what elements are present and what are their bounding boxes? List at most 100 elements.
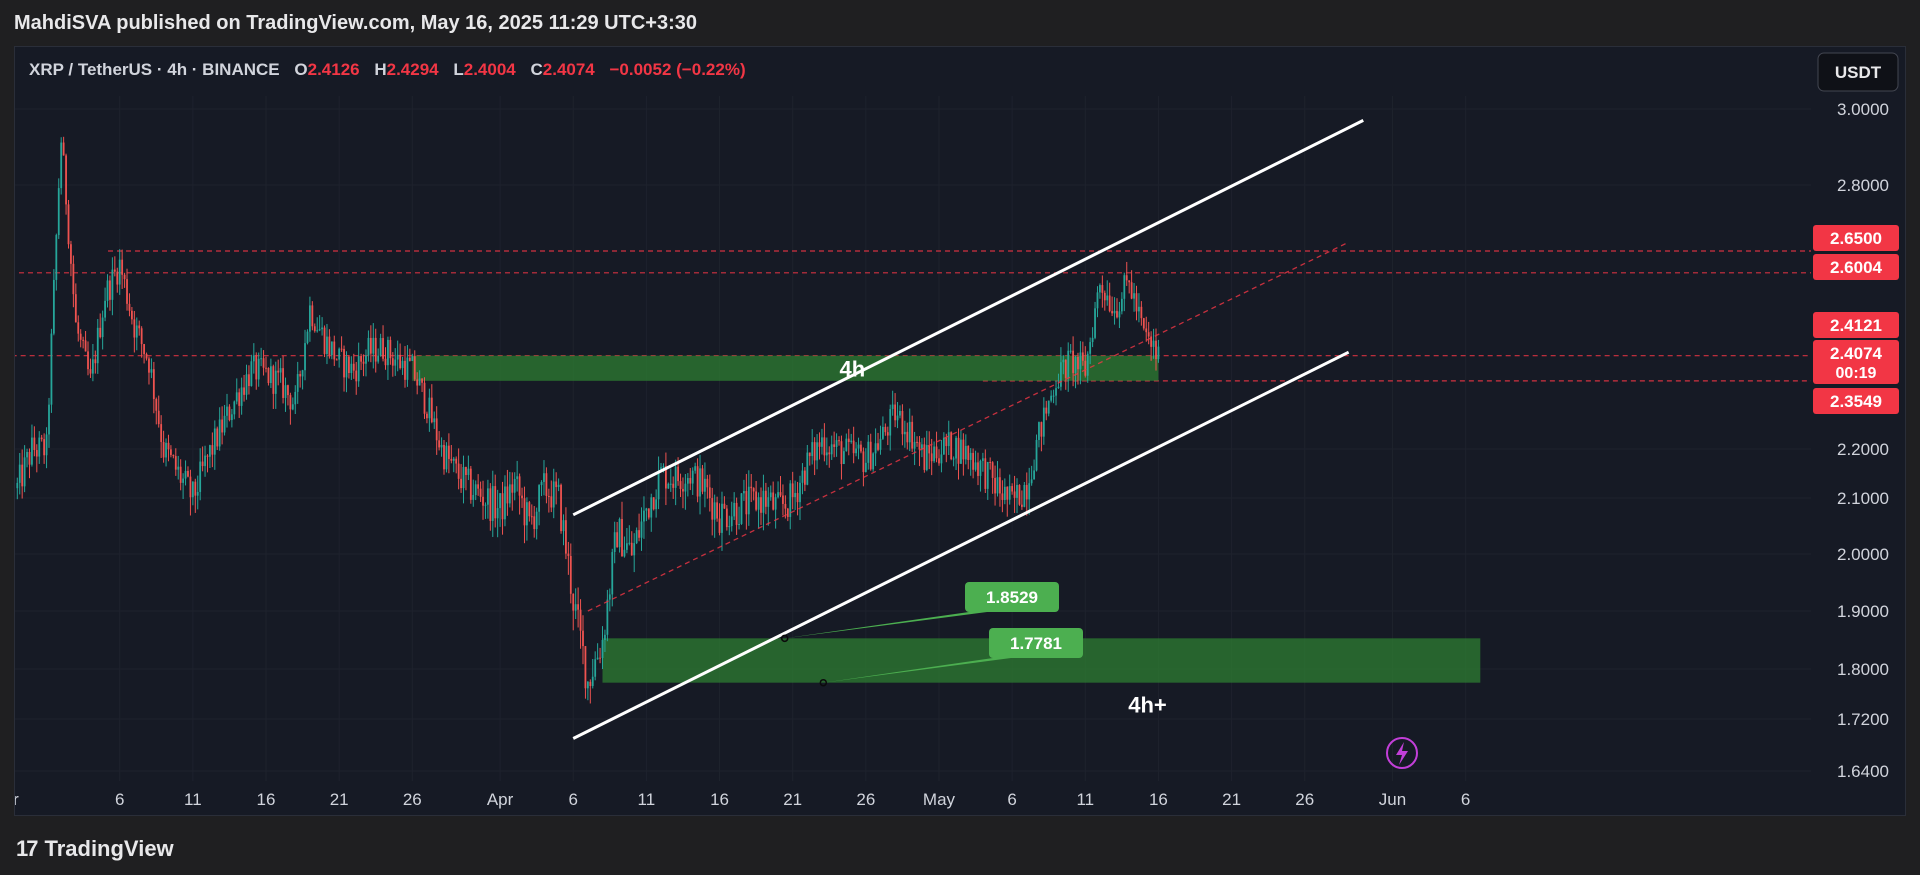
candle-body-20 xyxy=(65,155,67,205)
candle-body-206 xyxy=(518,476,521,496)
candle-body-350 xyxy=(869,441,872,470)
tradingview-logo[interactable]: 17 TradingView xyxy=(16,836,174,862)
candle-body-209 xyxy=(526,502,528,526)
candle-body-66 xyxy=(177,466,180,470)
candle-body-109 xyxy=(282,368,284,398)
candle-body-397 xyxy=(984,458,987,489)
candle-body-19 xyxy=(62,142,65,156)
candle-body-395 xyxy=(979,460,982,476)
candle-body-11 xyxy=(43,439,46,456)
candle-body-362 xyxy=(899,410,901,416)
candle-body-337 xyxy=(838,440,840,442)
candle-body-444 xyxy=(1099,285,1101,293)
candle-body-40 xyxy=(113,269,116,272)
candle-body-310 xyxy=(772,492,775,510)
candle-body-112 xyxy=(289,395,292,410)
y-tick-4: 2.0000 xyxy=(1837,545,1889,564)
symbol-title: XRP / TetherUS · 4h · BINANCE xyxy=(29,60,280,79)
candle-body-163 xyxy=(413,356,416,380)
candle-body-187 xyxy=(472,495,475,500)
zone-labels: 4h 4h+ xyxy=(839,356,1166,717)
currency-button[interactable]: USDT xyxy=(1817,52,1899,92)
y-tick-0: 3.0000 xyxy=(1837,100,1889,119)
price-tag-box-3 xyxy=(1813,340,1899,384)
price-tag-value-1: 2.6004 xyxy=(1830,258,1883,277)
candle-body-365 xyxy=(906,431,909,443)
channel-line-0 xyxy=(572,119,1364,517)
callouts[interactable]: 1.8529 1.7781 xyxy=(780,582,1083,687)
channel-line-2 xyxy=(587,241,1349,612)
candle-body-281 xyxy=(701,468,704,492)
candle-body-274 xyxy=(684,483,687,492)
price-chart[interactable]: 4h 4h+ 1.8529 1.7781 3.0000 2.8000 2.2000 2.1… xyxy=(0,47,1905,815)
candle-body-89 xyxy=(233,401,236,415)
candle-body-279 xyxy=(696,466,699,497)
candle-body-380 xyxy=(942,437,945,455)
candle-body-250 xyxy=(625,543,628,550)
candle-body-231 xyxy=(579,609,582,631)
candle-body-333 xyxy=(828,452,831,455)
candle-body-153 xyxy=(389,339,392,359)
candle-body-347 xyxy=(862,451,865,472)
x-tick-10: 21 xyxy=(783,790,802,809)
candle-body-94 xyxy=(245,374,248,395)
candle-body-371 xyxy=(921,444,923,450)
candle-body-334 xyxy=(830,444,833,455)
channel-lines[interactable] xyxy=(572,119,1364,740)
candle-body-455 xyxy=(1125,275,1128,281)
candle-body-241 xyxy=(604,634,606,640)
zone-label-1: 4h+ xyxy=(1128,693,1167,718)
candle-body-143 xyxy=(365,355,367,364)
candle-body-259 xyxy=(647,508,650,518)
candle-body-402 xyxy=(996,477,999,494)
candle-body-207 xyxy=(521,495,523,499)
candle-body-18 xyxy=(60,142,63,189)
candle-body-36 xyxy=(104,300,106,318)
chart-area[interactable]: 4h 4h+ 1.8529 1.7781 3.0000 2.8000 2.2000 2.1… xyxy=(0,46,1906,816)
candle-body-1 xyxy=(18,464,21,483)
candle-body-230 xyxy=(577,604,580,610)
candle-body-326 xyxy=(811,442,814,457)
candle-body-228 xyxy=(572,593,575,611)
callout-1: 1.7781 xyxy=(819,628,1083,687)
candle-body-116 xyxy=(299,374,302,377)
zone-0 xyxy=(412,355,1159,381)
candle-body-456 xyxy=(1128,280,1131,283)
candle-body-381 xyxy=(945,437,948,447)
candle-body-2 xyxy=(21,464,24,487)
candle-body-26 xyxy=(79,333,82,340)
candle-body-466 xyxy=(1152,340,1155,347)
candle-body-406 xyxy=(1006,486,1009,500)
candle-body-185 xyxy=(467,468,470,475)
candle-body-167 xyxy=(423,382,426,414)
candle-body-87 xyxy=(228,406,231,421)
candle-body-197 xyxy=(496,508,499,519)
candle-body-193 xyxy=(486,488,489,505)
candle-body-420 xyxy=(1040,422,1043,437)
candle-body-309 xyxy=(769,492,772,498)
candle-body-414 xyxy=(1025,484,1028,500)
x-tick-8: 11 xyxy=(638,790,656,809)
candle-body-413 xyxy=(1023,484,1026,507)
candle-body-450 xyxy=(1113,310,1116,314)
candle-body-348 xyxy=(864,462,867,472)
candle-body-467 xyxy=(1155,340,1157,360)
candle-body-138 xyxy=(352,363,355,371)
candle-body-191 xyxy=(482,496,484,506)
price-tag-value-2: 2.4121 xyxy=(1830,316,1882,335)
candle-body-6 xyxy=(31,437,33,465)
candle-body-368 xyxy=(913,441,916,449)
candle-body-47 xyxy=(131,310,133,320)
candle-body-300 xyxy=(747,486,750,515)
candle-body-454 xyxy=(1123,275,1126,299)
candle-body-364 xyxy=(903,431,906,435)
candle-body-108 xyxy=(279,368,282,373)
candle-body-436 xyxy=(1079,352,1082,370)
candle-body-154 xyxy=(391,358,394,366)
candle-body-136 xyxy=(348,356,350,374)
currency-label: USDT xyxy=(1835,63,1882,82)
candle-body-176 xyxy=(445,445,448,470)
candle-body-234 xyxy=(586,681,589,689)
lightning-icon[interactable] xyxy=(1386,737,1418,769)
candle-body-65 xyxy=(174,456,177,470)
